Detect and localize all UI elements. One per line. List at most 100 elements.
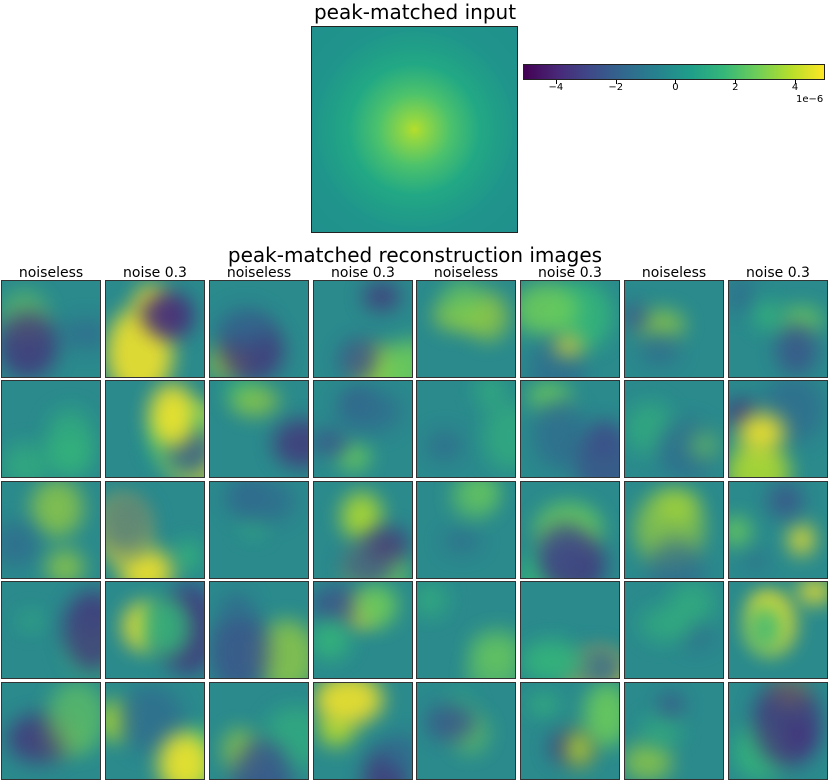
- dark-blob: [272, 418, 308, 469]
- column-title: noise 0.3: [331, 265, 395, 281]
- bright-blob: [738, 412, 786, 453]
- dark-blob: [425, 429, 464, 463]
- column-title: noise 0.3: [123, 265, 187, 281]
- colorbar-tick-label: −4: [548, 82, 564, 93]
- reconstruction-panel: [416, 682, 516, 780]
- bright-blob: [565, 730, 594, 767]
- colorbar: [523, 64, 825, 80]
- bright-blob: [641, 714, 683, 745]
- reconstruction-panel: [105, 682, 205, 780]
- reconstruction-panel: [313, 682, 413, 780]
- reconstruction-panel: [416, 481, 516, 579]
- reconstruction-panel: [313, 380, 413, 478]
- reconstruction-panel: [313, 481, 413, 579]
- reconstruction-panel: [209, 280, 309, 378]
- reconstruction-panel: [105, 481, 205, 579]
- column-title: noise 0.3: [538, 265, 602, 281]
- reconstruction-panel: [1, 481, 101, 579]
- dark-blob: [220, 591, 252, 620]
- bright-blob: [314, 620, 351, 661]
- colorbar-tick: [795, 80, 797, 84]
- dark-blob: [658, 692, 684, 717]
- reconstruction-panel: [728, 481, 828, 579]
- column-title: noiseless: [18, 265, 84, 281]
- dark-blob: [366, 527, 411, 562]
- dark-blob: [62, 318, 100, 350]
- bright-blob: [45, 548, 85, 578]
- bright-blob: [378, 339, 412, 377]
- dark-blob: [753, 683, 822, 767]
- bright-blob: [354, 583, 398, 627]
- grid-title: peak-matched reconstruction images: [227, 243, 603, 267]
- dark-blob: [2, 521, 40, 567]
- dark-blob: [139, 297, 185, 333]
- bright-blob: [482, 401, 515, 472]
- column-title: noiseless: [641, 265, 707, 281]
- colorbar-tick: [555, 80, 557, 84]
- dark-blob: [336, 388, 402, 434]
- bright-blob: [639, 606, 693, 644]
- reconstruction-panel: [416, 581, 516, 679]
- reconstruction-panel: [313, 581, 413, 679]
- reconstruction-panel: [624, 481, 724, 579]
- dark-blob: [625, 303, 647, 331]
- dark-blob: [217, 307, 273, 346]
- bright-blob: [157, 731, 204, 779]
- dark-blob: [339, 338, 384, 377]
- dark-blob: [538, 522, 590, 577]
- bright-blob: [31, 482, 83, 538]
- bright-blob: [148, 383, 195, 448]
- reconstruction-panel: [624, 581, 724, 679]
- bright-blob: [47, 683, 100, 755]
- dark-blob: [314, 430, 349, 456]
- bright-blob: [521, 639, 582, 678]
- dark-blob: [776, 322, 817, 377]
- colorbar-tick-label: −2: [608, 82, 624, 93]
- bright-blob: [417, 582, 449, 618]
- reconstruction-panel: [105, 280, 205, 378]
- bright-blob: [788, 524, 815, 555]
- dark-blob: [226, 482, 267, 508]
- bright-blob: [450, 482, 499, 519]
- bright-blob: [314, 683, 383, 726]
- column-title: noiseless: [433, 265, 499, 281]
- input-heatmap: [311, 26, 518, 233]
- reconstruction-panel: [209, 481, 309, 579]
- reconstruction-panel: [624, 682, 724, 780]
- reconstruction-panel: [624, 380, 724, 478]
- dark-blob: [587, 419, 619, 456]
- bright-blob: [584, 683, 619, 747]
- bright-blob: [521, 283, 579, 337]
- dark-blob: [443, 529, 481, 553]
- reconstruction-panel: [728, 682, 828, 780]
- dark-blob: [767, 482, 804, 519]
- reconstruction-panel: [520, 481, 620, 579]
- reconstruction-panel: [1, 682, 101, 780]
- dark-blob: [380, 733, 412, 772]
- reconstruction-panel: [105, 581, 205, 679]
- reconstruction-panel: [416, 380, 516, 478]
- reconstruction-panel: [520, 380, 620, 478]
- reconstruction-panel: [1, 581, 101, 679]
- dark-blob: [742, 551, 769, 572]
- colorbar-tick: [735, 80, 737, 84]
- dark-blob: [426, 702, 477, 742]
- bright-blob: [18, 612, 44, 631]
- bright-blob: [688, 431, 721, 460]
- bright-blob: [747, 604, 783, 653]
- bright-blob: [625, 742, 672, 779]
- reconstruction-panel: [520, 280, 620, 378]
- bright-blob: [2, 442, 51, 477]
- colorbar-exponent: 1e−6: [796, 94, 824, 105]
- colorbar-tick-label: 0: [672, 82, 679, 93]
- colorbar-tick: [675, 80, 677, 84]
- reconstruction-panel: [728, 581, 828, 679]
- bright-blob: [796, 582, 827, 604]
- bright-blob: [231, 385, 280, 416]
- column-title: noiseless: [226, 265, 292, 281]
- colorbar-tick-label: 2: [732, 82, 739, 93]
- reconstruction-panel: [728, 280, 828, 378]
- bright-blob: [140, 595, 192, 659]
- colorbar-tick: [615, 80, 617, 84]
- reconstruction-panel: [520, 581, 620, 679]
